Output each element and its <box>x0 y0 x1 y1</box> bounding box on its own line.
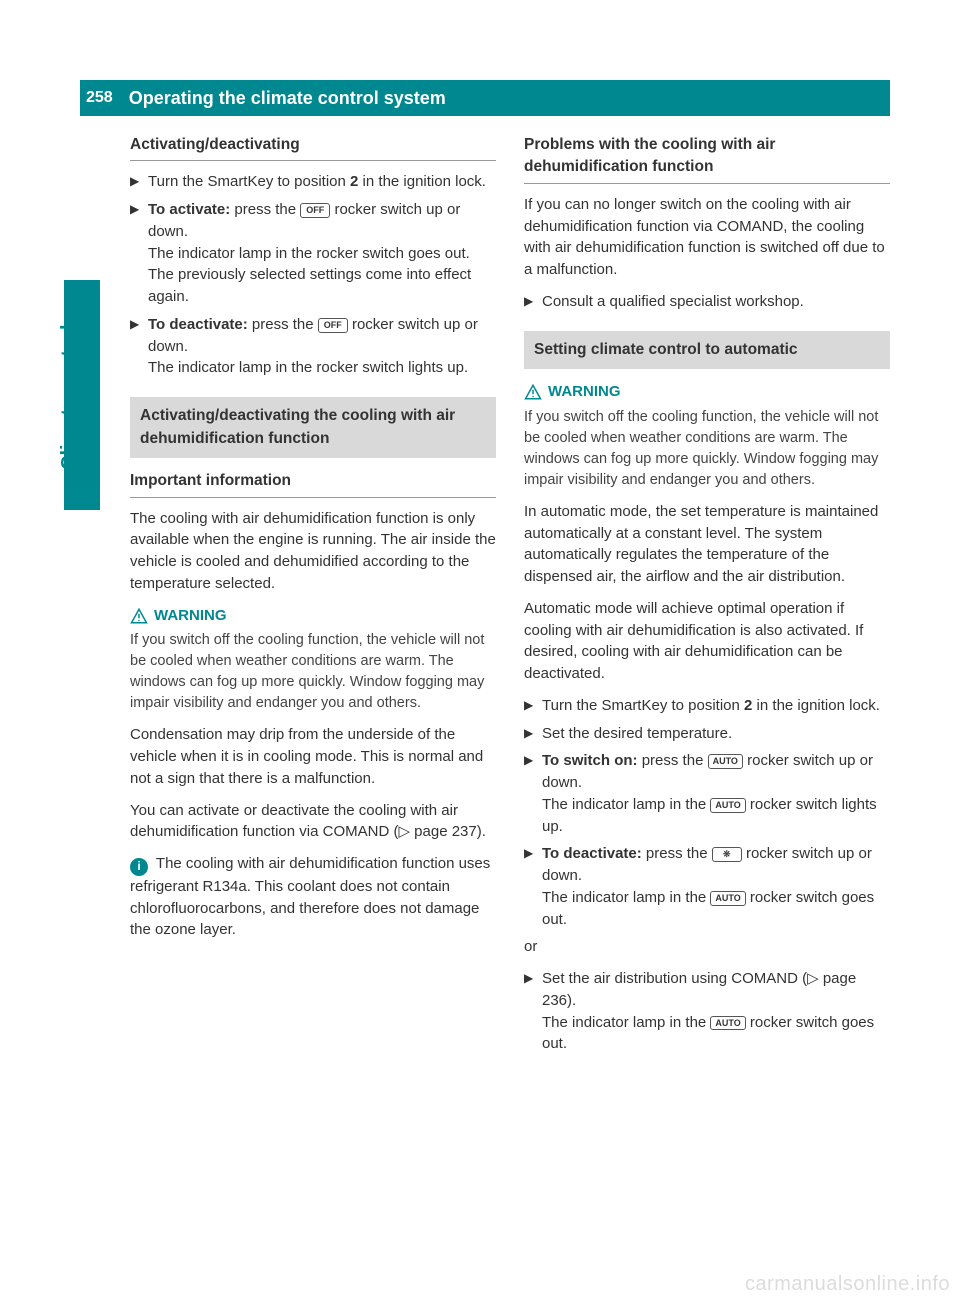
main-content: Activating/deactivating ▶ Turn the Smart… <box>130 130 890 1262</box>
step-marker-icon: ▶ <box>524 723 542 745</box>
warning-triangle-icon <box>130 607 148 625</box>
step-marker-icon: ▶ <box>130 171 148 193</box>
step: ▶ Set the air distribution using COMAND … <box>524 968 890 1055</box>
or-text: or <box>524 936 890 958</box>
step-text: Consult a qualified specialist workshop. <box>542 291 890 313</box>
step-marker-icon: ▶ <box>524 968 542 1055</box>
step: ▶ Set the desired temperature. <box>524 723 890 745</box>
warning-text: If you switch off the cooling function, … <box>524 407 890 491</box>
step: ▶ Consult a qualified specialist worksho… <box>524 291 890 313</box>
paragraph: The cooling with air dehumidification fu… <box>130 508 496 595</box>
step-marker-icon: ▶ <box>524 843 542 930</box>
warning-triangle-icon <box>524 383 542 401</box>
watermark: carmanualsonline.info <box>745 1273 950 1296</box>
heading-problems: Problems with the cooling with air dehum… <box>524 134 890 184</box>
step-text: To deactivate: press the ❊ rocker switch… <box>542 843 890 930</box>
paragraph: You can activate or deactivate the cooli… <box>130 800 496 844</box>
heading-activating: Activating/deactivating <box>130 134 496 161</box>
step-text: Set the air distribution using COMAND (▷… <box>542 968 890 1055</box>
step-text: To activate: press the OFF rocker switch… <box>148 199 496 308</box>
auto-icon: AUTO <box>710 891 745 906</box>
heading-cooling: Activating/deactivating the cooling with… <box>130 397 496 458</box>
step-text: Turn the SmartKey to position 2 in the i… <box>542 695 890 717</box>
heading-auto: Setting climate control to automatic <box>524 331 890 369</box>
step: ▶ Turn the SmartKey to position 2 in the… <box>130 171 496 193</box>
step: ▶ Turn the SmartKey to position 2 in the… <box>524 695 890 717</box>
warning-text: If you switch off the cooling function, … <box>130 630 496 714</box>
step-marker-icon: ▶ <box>130 314 148 379</box>
step-marker-icon: ▶ <box>524 750 542 837</box>
warning-header: WARNING <box>130 605 496 627</box>
warning-label: WARNING <box>548 381 621 403</box>
paragraph: Condensation may drip from the underside… <box>130 724 496 789</box>
paragraph: In automatic mode, the set temperature i… <box>524 501 890 588</box>
step: ▶ To switch on: press the AUTO rocker sw… <box>524 750 890 837</box>
paragraph: Automatic mode will achieve optimal oper… <box>524 598 890 685</box>
auto-icon: AUTO <box>708 754 743 769</box>
info-icon: i <box>130 858 148 876</box>
info-note: i The cooling with air dehumidification … <box>130 853 496 941</box>
auto-icon: AUTO <box>710 1016 745 1031</box>
step-text: To deactivate: press the OFF rocker swit… <box>148 314 496 379</box>
fan-icon: ❊ <box>712 847 742 862</box>
step-marker-icon: ▶ <box>130 199 148 308</box>
auto-icon: AUTO <box>710 798 745 813</box>
side-tab-label: Climate control <box>58 324 81 470</box>
paragraph: If you can no longer switch on the cooli… <box>524 194 890 281</box>
off-icon: OFF <box>318 318 348 333</box>
step: ▶ To activate: press the OFF rocker swit… <box>130 199 496 308</box>
page-number: 258 <box>80 80 123 116</box>
step-marker-icon: ▶ <box>524 291 542 313</box>
warning-header: WARNING <box>524 381 890 403</box>
step-marker-icon: ▶ <box>524 695 542 717</box>
step: ▶ To deactivate: press the ❊ rocker swit… <box>524 843 890 930</box>
step-text: To switch on: press the AUTO rocker swit… <box>542 750 890 837</box>
off-icon: OFF <box>300 203 330 218</box>
step-text: Set the desired temperature. <box>542 723 890 745</box>
page-title: Operating the climate control system <box>123 88 446 109</box>
warning-label: WARNING <box>154 605 227 627</box>
step-text: Turn the SmartKey to position 2 in the i… <box>148 171 496 193</box>
step: ▶ To deactivate: press the OFF rocker sw… <box>130 314 496 379</box>
heading-important: Important information <box>130 470 496 497</box>
page-header: 258 Operating the climate control system <box>80 80 890 116</box>
